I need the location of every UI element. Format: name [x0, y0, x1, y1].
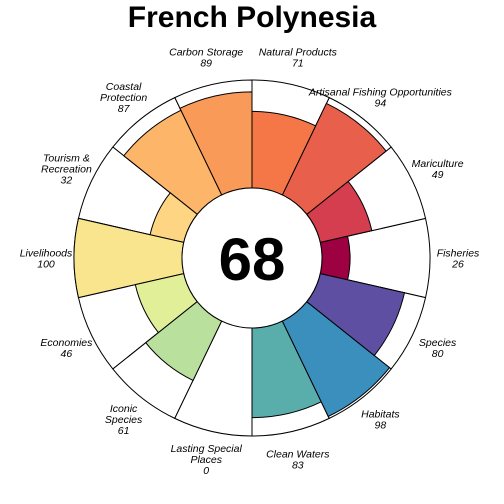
petal-labels: Fisheries 26 Mariculture 49 Artisanal Fishin… — [20, 47, 480, 477]
label-tourism-and-recreation: Tourism & Recreation 32 — [41, 153, 92, 187]
label-habitats: Habitats 98 — [361, 409, 400, 432]
label-coastal-protection: Coastal Protection 87 — [100, 81, 147, 115]
label-iconic-species: Iconic Species 61 — [105, 403, 143, 437]
label-fisheries: Fisheries 26 — [437, 248, 480, 271]
chart-title: French Polynesia — [128, 1, 377, 34]
label-lasting-special-places: Lasting Special Places 0 — [171, 443, 243, 477]
petal-fisheries — [319, 235, 351, 281]
label-carbon-storage: Carbon Storage 89 — [169, 47, 243, 70]
label-artisanal-fishing-opportunities: Artisanal Fishing Opportunities 94 — [308, 86, 453, 109]
label-species: Species 80 — [419, 337, 457, 360]
label-mariculture: Mariculture 49 — [412, 158, 464, 181]
center-hole — [181, 187, 323, 329]
label-clean-waters: Clean Waters 83 — [266, 448, 330, 471]
center-score: 68 — [219, 226, 286, 293]
label-natural-products: Natural Products 71 — [259, 47, 338, 70]
label-livelihoods: Livelihoods 100 — [20, 248, 73, 271]
label-economies: Economies 46 — [40, 337, 93, 360]
